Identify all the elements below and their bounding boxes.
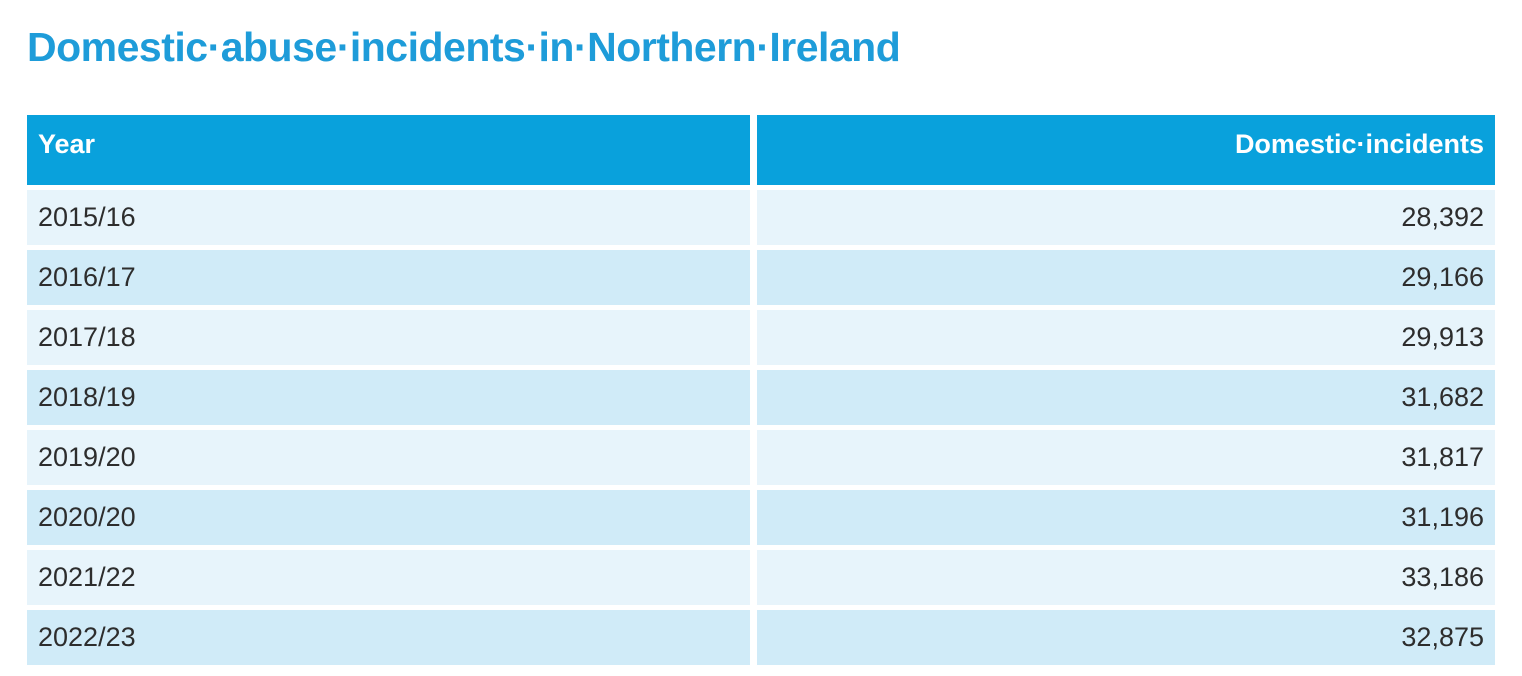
table-row: 2016/17 29,166 <box>27 250 1495 306</box>
incidents-cell: 31,682 <box>757 370 1495 426</box>
table-header-row: Year Domestic·incidents <box>27 115 1495 186</box>
incidents-cell: 31,817 <box>757 430 1495 486</box>
page-title: Domestic·abuse·incidents·in·Northern·Ire… <box>27 24 901 70</box>
page: Domestic·abuse·incidents·in·Northern·Ire… <box>0 24 1522 676</box>
year-cell: 2016/17 <box>27 250 750 306</box>
year-cell: 2020/20 <box>27 490 750 546</box>
incidents-cell: 32,875 <box>757 610 1495 666</box>
table-row: 2021/22 33,186 <box>27 550 1495 606</box>
incidents-cell: 31,196 <box>757 490 1495 546</box>
table-row: 2017/18 29,913 <box>27 310 1495 366</box>
year-cell: 2019/20 <box>27 430 750 486</box>
incidents-cell: 29,166 <box>757 250 1495 306</box>
year-cell: 2015/16 <box>27 190 750 246</box>
year-cell: 2018/19 <box>27 370 750 426</box>
table-row: 2018/19 31,682 <box>27 370 1495 426</box>
column-header-year: Year <box>27 115 750 186</box>
incidents-cell: 33,186 <box>757 550 1495 606</box>
year-cell: 2021/22 <box>27 550 750 606</box>
incidents-cell: 28,392 <box>757 190 1495 246</box>
table-row: 2019/20 31,817 <box>27 430 1495 486</box>
incidents-table: Year Domestic·incidents 2015/16 28,392 2… <box>27 115 1495 666</box>
incidents-cell: 29,913 <box>757 310 1495 366</box>
year-cell: 2017/18 <box>27 310 750 366</box>
table-row: 2022/23 32,875 <box>27 610 1495 666</box>
table-row: 2015/16 28,392 <box>27 190 1495 246</box>
year-cell: 2022/23 <box>27 610 750 666</box>
table-row: 2020/20 31,196 <box>27 490 1495 546</box>
column-header-domestic-incidents: Domestic·incidents <box>757 115 1495 186</box>
